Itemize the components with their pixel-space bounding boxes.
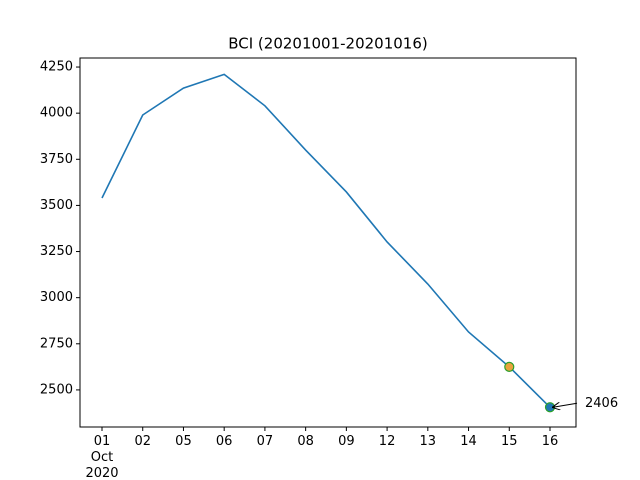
y-tick-label: 3500: [40, 198, 73, 213]
point-marker: [504, 361, 515, 372]
y-tick-label: 2750: [40, 336, 73, 351]
y-tick-label: 4250: [40, 60, 73, 75]
x-tick-label: 02: [134, 434, 151, 449]
line: [101, 73, 551, 408]
x-tick-label: 06: [215, 434, 233, 449]
y-tick-label: 3250: [40, 244, 73, 259]
x-tick-label: 01 Oct 2020: [85, 434, 119, 480]
chart-title: BCI (20201001-20201016): [228, 35, 428, 53]
x-tick-label: 13: [419, 434, 437, 449]
x-tick-label: 09: [338, 434, 355, 449]
y-tick-label: 4000: [40, 106, 73, 121]
x-tick-label: 16: [541, 434, 559, 449]
plot-frame: [79, 57, 577, 428]
x-tick-label: 05: [175, 434, 192, 449]
x-tick-label: 08: [297, 434, 314, 449]
x-tick-label: 14: [460, 434, 477, 449]
y-tick-label: 2500: [40, 382, 73, 397]
annotation-arrow: [553, 403, 578, 407]
x-tick-label: 07: [256, 434, 274, 449]
x-tick-label: 15: [500, 434, 518, 449]
y-tick-label: 3000: [40, 290, 73, 305]
annotation: 2406: [585, 396, 618, 411]
y-tick-label: 3750: [40, 152, 73, 167]
x-tick-label: 12: [378, 434, 396, 449]
